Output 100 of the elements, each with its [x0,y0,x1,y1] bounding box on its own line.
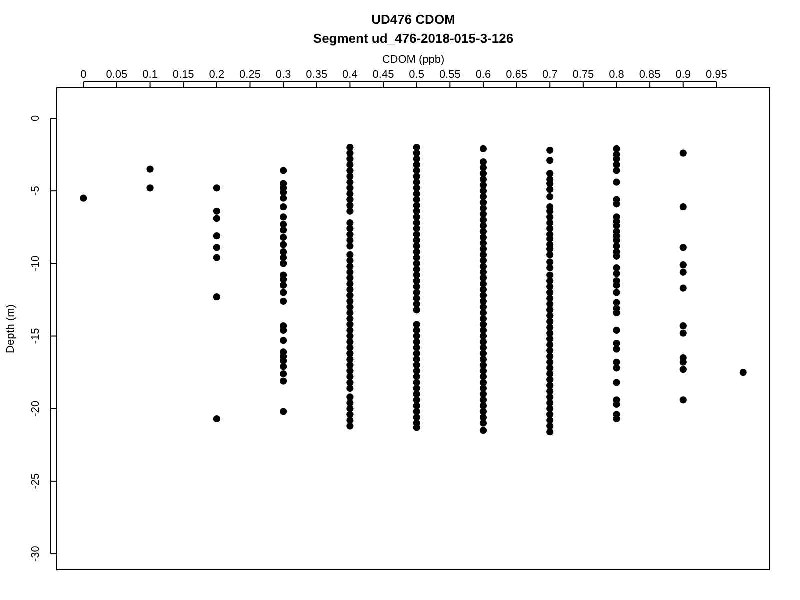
point [413,306,420,314]
point [413,326,420,334]
y-tick-label: -5 [30,186,42,196]
point [613,289,620,296]
x-tick-label: 0 [80,69,87,81]
point [613,161,620,169]
point [680,268,687,276]
y-axis-title: Depth (m) [5,304,17,354]
x-tick-label: 0.25 [240,69,261,81]
point [213,184,220,192]
point [613,178,620,186]
point [280,234,288,242]
point [480,234,488,242]
point [346,422,354,430]
point [413,236,420,244]
point [546,428,554,436]
point [480,193,488,200]
x-tick-label: 0.3 [276,69,292,81]
x-tick-label: 0.5 [409,69,424,81]
point [546,382,554,390]
point [680,322,687,330]
chart-subtitle: Segment ud_476-2018-015-3-126 [313,31,514,46]
point [480,280,488,288]
point [480,145,488,153]
point [280,226,288,234]
point [680,330,687,337]
x-tick-label: 0.15 [172,69,194,81]
point [213,208,220,215]
point [613,346,620,353]
x-tick-label: 0.1 [142,69,158,81]
point [680,396,687,404]
point [546,186,554,194]
point [80,194,88,202]
point [613,364,620,372]
point [480,268,488,276]
point [480,158,488,166]
point [680,150,687,157]
x-tick-label: 0.4 [342,69,358,81]
point [280,370,288,378]
point [213,244,220,252]
x-tick-label: 0.9 [676,69,692,81]
point [546,306,554,314]
y-tick-label: 0 [30,115,42,122]
point [546,399,554,407]
point [613,200,620,208]
point [546,157,554,164]
x-tick-label: 0.55 [439,69,461,81]
y-tick-label: -30 [30,546,42,562]
point [413,424,420,432]
x-tick-label: 0.85 [639,69,661,81]
point [546,193,554,200]
point [480,338,488,346]
y-tick-label: -25 [30,473,42,490]
point [480,420,488,427]
point [413,248,420,256]
y-tick-label: -20 [30,400,42,417]
point [546,370,554,378]
point [413,219,420,227]
point [213,215,220,222]
point [546,264,554,272]
point [413,402,420,410]
point [280,298,288,305]
point [280,167,288,174]
point [480,216,488,224]
point [546,246,554,253]
x-tick-label: 0.7 [542,69,558,81]
point [346,242,354,250]
point [680,203,687,211]
point [680,284,687,292]
point [213,254,220,262]
point [613,379,620,386]
point [480,309,488,317]
point [613,167,620,174]
point [480,368,488,375]
x-tick-label: 0.95 [706,69,728,81]
point [546,353,554,360]
point [280,260,288,268]
point [613,145,620,153]
point [480,414,488,422]
x-tick-label: 0.75 [572,69,594,81]
point [680,244,687,252]
point [280,248,288,256]
point [280,363,288,370]
point [546,324,554,332]
point [613,264,620,272]
point [413,161,420,169]
y-tick-label: -10 [30,256,42,272]
point [280,194,288,202]
x-tick-label: 0.45 [372,69,394,81]
point [480,292,488,300]
point [613,270,620,278]
point [280,203,288,211]
point [280,220,288,228]
x-tick-label: 0.35 [306,69,328,81]
point [346,298,354,305]
point [680,262,687,269]
point [280,408,288,416]
point [280,214,288,221]
point [480,263,488,270]
x-tick-label: 0.2 [209,69,225,81]
